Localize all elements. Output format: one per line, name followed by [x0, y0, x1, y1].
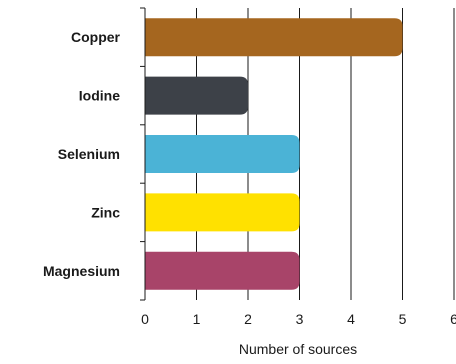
x-tick-label: 2: [244, 311, 252, 327]
y-axis: [140, 7, 146, 301]
x-tick-labels: 0 1 2 3 4 5 6: [141, 311, 456, 327]
bars: [145, 18, 403, 290]
x-tick-label: 3: [296, 311, 304, 327]
category-label-selenium: Selenium: [58, 146, 120, 162]
x-tick-label: 4: [347, 311, 355, 327]
x-tick-label: 0: [141, 311, 149, 327]
bar-selenium: [145, 135, 300, 173]
category-label-zinc: Zinc: [91, 204, 120, 220]
x-axis-title: Number of sources: [239, 341, 357, 357]
category-labels: Copper Iodine Selenium Zinc Magnesium: [43, 29, 121, 279]
bar-iodine: [145, 76, 248, 115]
category-label-magnesium: Magnesium: [43, 263, 120, 279]
x-tick-label: 1: [193, 311, 201, 327]
x-tick-label: 5: [399, 311, 407, 327]
bar-zinc: [145, 193, 300, 232]
bar-copper: [145, 18, 403, 57]
bar-magnesium: [145, 251, 300, 290]
x-tick-label: 6: [450, 311, 456, 327]
category-label-copper: Copper: [71, 29, 121, 45]
category-label-iodine: Iodine: [79, 88, 120, 104]
